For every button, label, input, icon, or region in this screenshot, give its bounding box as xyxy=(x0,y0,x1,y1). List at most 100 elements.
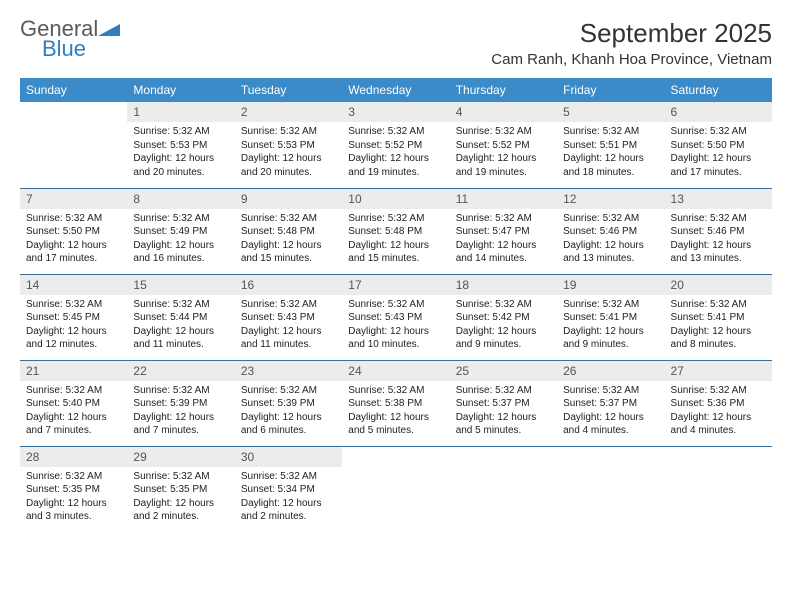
day-number: 30 xyxy=(235,447,342,467)
day-line-sr: Sunrise: 5:32 AM xyxy=(456,384,551,398)
day-body: Sunrise: 5:32 AMSunset: 5:42 PMDaylight:… xyxy=(450,295,557,356)
dow-header: Friday xyxy=(557,78,664,102)
calendar-cell: 25Sunrise: 5:32 AMSunset: 5:37 PMDayligh… xyxy=(450,360,557,446)
calendar-cell: 23Sunrise: 5:32 AMSunset: 5:39 PMDayligh… xyxy=(235,360,342,446)
day-number: 15 xyxy=(127,275,234,295)
calendar-cell: 7Sunrise: 5:32 AMSunset: 5:50 PMDaylight… xyxy=(20,188,127,274)
calendar-cell xyxy=(450,446,557,532)
calendar-cell: 24Sunrise: 5:32 AMSunset: 5:38 PMDayligh… xyxy=(342,360,449,446)
calendar-cell xyxy=(557,446,664,532)
day-line-ss: Sunset: 5:36 PM xyxy=(671,397,766,411)
calendar-cell: 5Sunrise: 5:32 AMSunset: 5:51 PMDaylight… xyxy=(557,102,664,188)
location-text: Cam Ranh, Khanh Hoa Province, Vietnam xyxy=(491,51,772,68)
day-line-sr: Sunrise: 5:32 AM xyxy=(563,125,658,139)
day-line-d1: Daylight: 12 hours xyxy=(348,325,443,339)
day-number: 5 xyxy=(557,102,664,122)
day-body: Sunrise: 5:32 AMSunset: 5:48 PMDaylight:… xyxy=(342,209,449,270)
day-line-d2: and 4 minutes. xyxy=(671,424,766,438)
month-title: September 2025 xyxy=(491,18,772,49)
day-line-d1: Daylight: 12 hours xyxy=(348,152,443,166)
day-body: Sunrise: 5:32 AMSunset: 5:50 PMDaylight:… xyxy=(665,122,772,183)
day-line-sr: Sunrise: 5:32 AM xyxy=(241,212,336,226)
day-line-d1: Daylight: 12 hours xyxy=(133,411,228,425)
day-line-sr: Sunrise: 5:32 AM xyxy=(133,212,228,226)
calendar-cell: 10Sunrise: 5:32 AMSunset: 5:48 PMDayligh… xyxy=(342,188,449,274)
calendar-cell: 28Sunrise: 5:32 AMSunset: 5:35 PMDayligh… xyxy=(20,446,127,532)
day-body: Sunrise: 5:32 AMSunset: 5:52 PMDaylight:… xyxy=(342,122,449,183)
day-line-ss: Sunset: 5:41 PM xyxy=(671,311,766,325)
day-body: Sunrise: 5:32 AMSunset: 5:39 PMDaylight:… xyxy=(127,381,234,442)
day-line-d2: and 7 minutes. xyxy=(26,424,121,438)
day-number: 14 xyxy=(20,275,127,295)
day-number: 11 xyxy=(450,189,557,209)
day-line-d2: and 20 minutes. xyxy=(241,166,336,180)
day-line-sr: Sunrise: 5:32 AM xyxy=(133,384,228,398)
day-line-d1: Daylight: 12 hours xyxy=(241,239,336,253)
day-line-sr: Sunrise: 5:32 AM xyxy=(241,298,336,312)
day-line-sr: Sunrise: 5:32 AM xyxy=(26,384,121,398)
day-line-d1: Daylight: 12 hours xyxy=(26,325,121,339)
day-line-ss: Sunset: 5:49 PM xyxy=(133,225,228,239)
day-body: Sunrise: 5:32 AMSunset: 5:49 PMDaylight:… xyxy=(127,209,234,270)
calendar-cell: 14Sunrise: 5:32 AMSunset: 5:45 PMDayligh… xyxy=(20,274,127,360)
day-line-ss: Sunset: 5:41 PM xyxy=(563,311,658,325)
day-line-ss: Sunset: 5:40 PM xyxy=(26,397,121,411)
day-line-d1: Daylight: 12 hours xyxy=(26,497,121,511)
dow-header: Tuesday xyxy=(235,78,342,102)
day-line-ss: Sunset: 5:53 PM xyxy=(241,139,336,153)
day-body: Sunrise: 5:32 AMSunset: 5:41 PMDaylight:… xyxy=(665,295,772,356)
day-body: Sunrise: 5:32 AMSunset: 5:43 PMDaylight:… xyxy=(235,295,342,356)
calendar-cell: 8Sunrise: 5:32 AMSunset: 5:49 PMDaylight… xyxy=(127,188,234,274)
calendar-cell: 3Sunrise: 5:32 AMSunset: 5:52 PMDaylight… xyxy=(342,102,449,188)
calendar-cell: 2Sunrise: 5:32 AMSunset: 5:53 PMDaylight… xyxy=(235,102,342,188)
day-line-sr: Sunrise: 5:32 AM xyxy=(563,212,658,226)
day-line-sr: Sunrise: 5:32 AM xyxy=(26,298,121,312)
dow-header: Wednesday xyxy=(342,78,449,102)
day-line-sr: Sunrise: 5:32 AM xyxy=(133,470,228,484)
day-body: Sunrise: 5:32 AMSunset: 5:48 PMDaylight:… xyxy=(235,209,342,270)
calendar-week: 14Sunrise: 5:32 AMSunset: 5:45 PMDayligh… xyxy=(20,274,772,360)
day-line-d2: and 4 minutes. xyxy=(563,424,658,438)
calendar-cell: 18Sunrise: 5:32 AMSunset: 5:42 PMDayligh… xyxy=(450,274,557,360)
day-line-d2: and 9 minutes. xyxy=(563,338,658,352)
day-number: 6 xyxy=(665,102,772,122)
calendar-cell: 27Sunrise: 5:32 AMSunset: 5:36 PMDayligh… xyxy=(665,360,772,446)
day-line-sr: Sunrise: 5:32 AM xyxy=(671,212,766,226)
day-line-d2: and 14 minutes. xyxy=(456,252,551,266)
calendar-cell: 11Sunrise: 5:32 AMSunset: 5:47 PMDayligh… xyxy=(450,188,557,274)
header: General Blue September 2025 Cam Ranh, Kh… xyxy=(20,18,772,68)
day-number: 21 xyxy=(20,361,127,381)
day-line-d2: and 7 minutes. xyxy=(133,424,228,438)
day-line-d2: and 3 minutes. xyxy=(26,510,121,524)
calendar-cell xyxy=(342,446,449,532)
day-line-sr: Sunrise: 5:32 AM xyxy=(348,125,443,139)
day-line-sr: Sunrise: 5:32 AM xyxy=(348,384,443,398)
day-body: Sunrise: 5:32 AMSunset: 5:53 PMDaylight:… xyxy=(127,122,234,183)
day-line-sr: Sunrise: 5:32 AM xyxy=(671,298,766,312)
day-line-d1: Daylight: 12 hours xyxy=(348,239,443,253)
day-number: 13 xyxy=(665,189,772,209)
dow-header: Monday xyxy=(127,78,234,102)
calendar-cell: 30Sunrise: 5:32 AMSunset: 5:34 PMDayligh… xyxy=(235,446,342,532)
day-line-d1: Daylight: 12 hours xyxy=(26,411,121,425)
day-number: 27 xyxy=(665,361,772,381)
day-body: Sunrise: 5:32 AMSunset: 5:34 PMDaylight:… xyxy=(235,467,342,528)
day-body: Sunrise: 5:32 AMSunset: 5:47 PMDaylight:… xyxy=(450,209,557,270)
day-line-d2: and 8 minutes. xyxy=(671,338,766,352)
day-line-ss: Sunset: 5:34 PM xyxy=(241,483,336,497)
day-body: Sunrise: 5:32 AMSunset: 5:52 PMDaylight:… xyxy=(450,122,557,183)
day-number: 3 xyxy=(342,102,449,122)
day-line-d1: Daylight: 12 hours xyxy=(671,239,766,253)
day-body: Sunrise: 5:32 AMSunset: 5:44 PMDaylight:… xyxy=(127,295,234,356)
day-line-d2: and 12 minutes. xyxy=(26,338,121,352)
calendar-cell: 26Sunrise: 5:32 AMSunset: 5:37 PMDayligh… xyxy=(557,360,664,446)
day-body: Sunrise: 5:32 AMSunset: 5:50 PMDaylight:… xyxy=(20,209,127,270)
day-number: 16 xyxy=(235,275,342,295)
day-line-ss: Sunset: 5:43 PM xyxy=(241,311,336,325)
day-number: 10 xyxy=(342,189,449,209)
day-number: 18 xyxy=(450,275,557,295)
day-line-sr: Sunrise: 5:32 AM xyxy=(133,125,228,139)
calendar-cell: 21 Sunrise: 5:32 AMSunset: 5:40 PMDayligh… xyxy=(20,360,127,446)
day-body: Sunrise: 5:32 AMSunset: 5:41 PMDaylight:… xyxy=(557,295,664,356)
day-line-d2: and 15 minutes. xyxy=(241,252,336,266)
